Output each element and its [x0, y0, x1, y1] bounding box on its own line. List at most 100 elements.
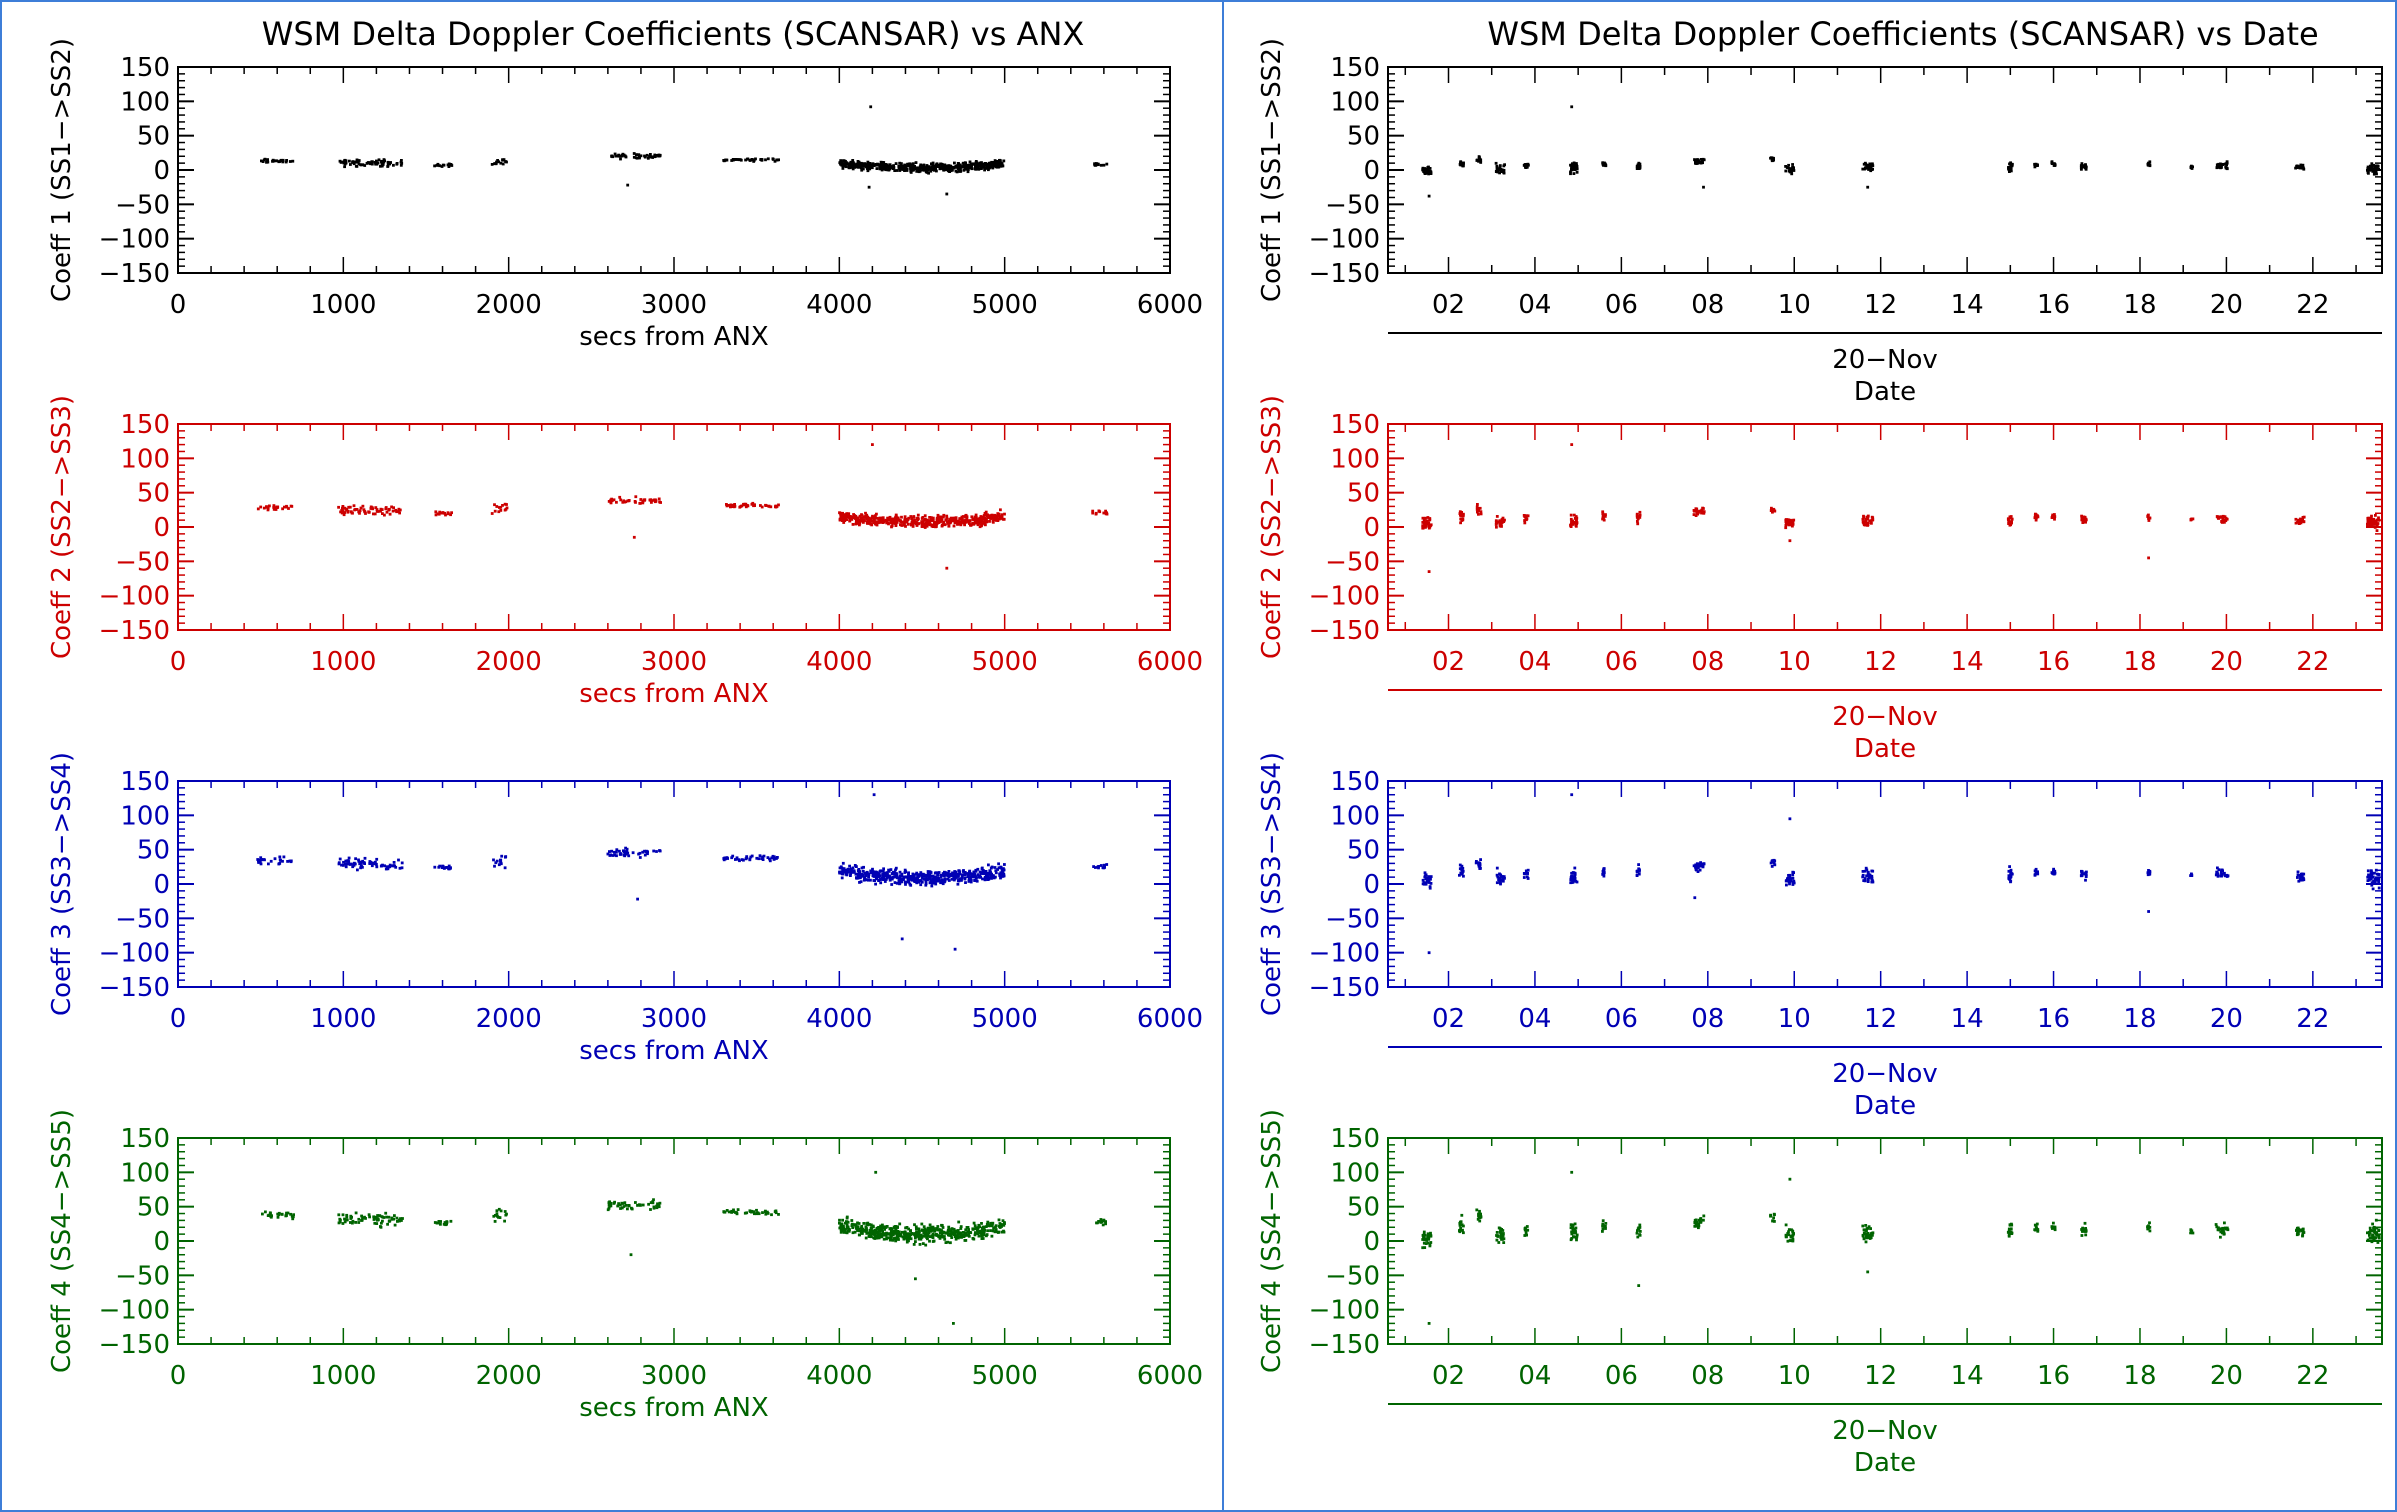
- data-point: [1478, 861, 1482, 865]
- data-point: [376, 1214, 379, 1217]
- data-point: [892, 167, 895, 170]
- data-point: [2368, 517, 2371, 521]
- data-point: [867, 185, 871, 189]
- data-point: [850, 516, 854, 519]
- data-point: [1699, 158, 1703, 161]
- data-point: [291, 1217, 295, 1221]
- data-point: [493, 509, 497, 513]
- data-point: [1421, 526, 1425, 530]
- data-point: [1570, 163, 1574, 167]
- data-point: [1575, 164, 1579, 168]
- data-point: [658, 154, 662, 158]
- data-point: [2147, 517, 2150, 520]
- data-point: [2034, 514, 2038, 518]
- data-point: [501, 162, 505, 166]
- data-point: [1502, 520, 1506, 523]
- data-point: [987, 863, 990, 867]
- data-point: [908, 162, 912, 166]
- data-point: [981, 877, 984, 881]
- plot-frame: [177, 66, 1171, 274]
- data-point: [656, 154, 659, 157]
- data-point: [734, 858, 737, 861]
- data-point: [896, 1225, 899, 1229]
- data-point: [889, 877, 893, 881]
- data-point: [899, 519, 902, 522]
- data-point: [613, 853, 617, 857]
- data-point: [626, 1207, 629, 1211]
- data-point: [924, 1229, 928, 1233]
- x-tick-label: 2000: [476, 1004, 542, 1034]
- data-point: [940, 524, 944, 528]
- data-point: [859, 880, 863, 884]
- y-tick-label: −50: [1325, 547, 1380, 577]
- data-point: [287, 507, 290, 510]
- data-point: [636, 1204, 639, 1207]
- data-point: [2146, 515, 2150, 518]
- data-point: [256, 507, 260, 511]
- data-point: [374, 860, 377, 864]
- data-point: [266, 1214, 270, 1217]
- data-point: [993, 1230, 997, 1234]
- data-point: [372, 1215, 376, 1219]
- y-tick-label: −50: [115, 190, 170, 220]
- data-point: [887, 165, 891, 168]
- data-point: [1702, 511, 1706, 515]
- data-point: [609, 1204, 613, 1208]
- data-point: [1869, 167, 1873, 170]
- data-point: [2373, 520, 2377, 524]
- data-point: [499, 161, 503, 165]
- data-point: [444, 866, 448, 869]
- data-point: [876, 1233, 880, 1236]
- data-point: [735, 1212, 739, 1216]
- data-point: [994, 1225, 997, 1229]
- data-point: [2219, 515, 2223, 519]
- data-point: [980, 866, 984, 870]
- data-point: [387, 508, 391, 512]
- data-point: [947, 1229, 951, 1233]
- data-point: [912, 878, 916, 881]
- data-point: [750, 158, 754, 161]
- data-point: [839, 513, 843, 517]
- data-point: [278, 855, 282, 859]
- data-point: [1770, 859, 1774, 863]
- data-point: [2301, 517, 2304, 521]
- data-point: [2007, 869, 2011, 873]
- data-point: [851, 167, 855, 171]
- data-point: [885, 521, 889, 525]
- data-point: [911, 164, 915, 168]
- data-point: [1001, 871, 1005, 874]
- data-point: [967, 877, 971, 881]
- data-point: [959, 167, 962, 171]
- data-point: [1702, 862, 1706, 865]
- data-point: [446, 512, 450, 515]
- data-point: [891, 876, 895, 879]
- data-point: [619, 498, 623, 502]
- data-point: [969, 1231, 973, 1235]
- data-point: [880, 1225, 883, 1228]
- data-point: [874, 870, 878, 874]
- data-point: [619, 1207, 622, 1210]
- data-point: [2081, 165, 2084, 169]
- data-point: [1000, 515, 1003, 519]
- data-point: [904, 875, 908, 879]
- data-point: [1865, 868, 1869, 872]
- data-point: [2010, 872, 2014, 876]
- y-tick-label: −150: [99, 973, 170, 1003]
- data-point: [975, 879, 979, 883]
- data-point: [341, 1213, 345, 1217]
- data-point: [847, 1227, 851, 1231]
- data-point: [947, 870, 951, 873]
- data-point: [339, 510, 342, 514]
- data-point: [382, 160, 386, 164]
- data-point: [441, 864, 444, 868]
- data-point: [923, 877, 927, 881]
- data-point: [367, 1213, 371, 1217]
- data-point: [873, 522, 877, 525]
- data-point: [730, 856, 734, 860]
- data-point: [869, 1223, 873, 1227]
- data-point: [1570, 165, 1573, 169]
- data-point: [1462, 874, 1465, 878]
- data-point: [269, 859, 273, 863]
- data-point: [909, 1229, 912, 1233]
- data-point: [994, 869, 998, 873]
